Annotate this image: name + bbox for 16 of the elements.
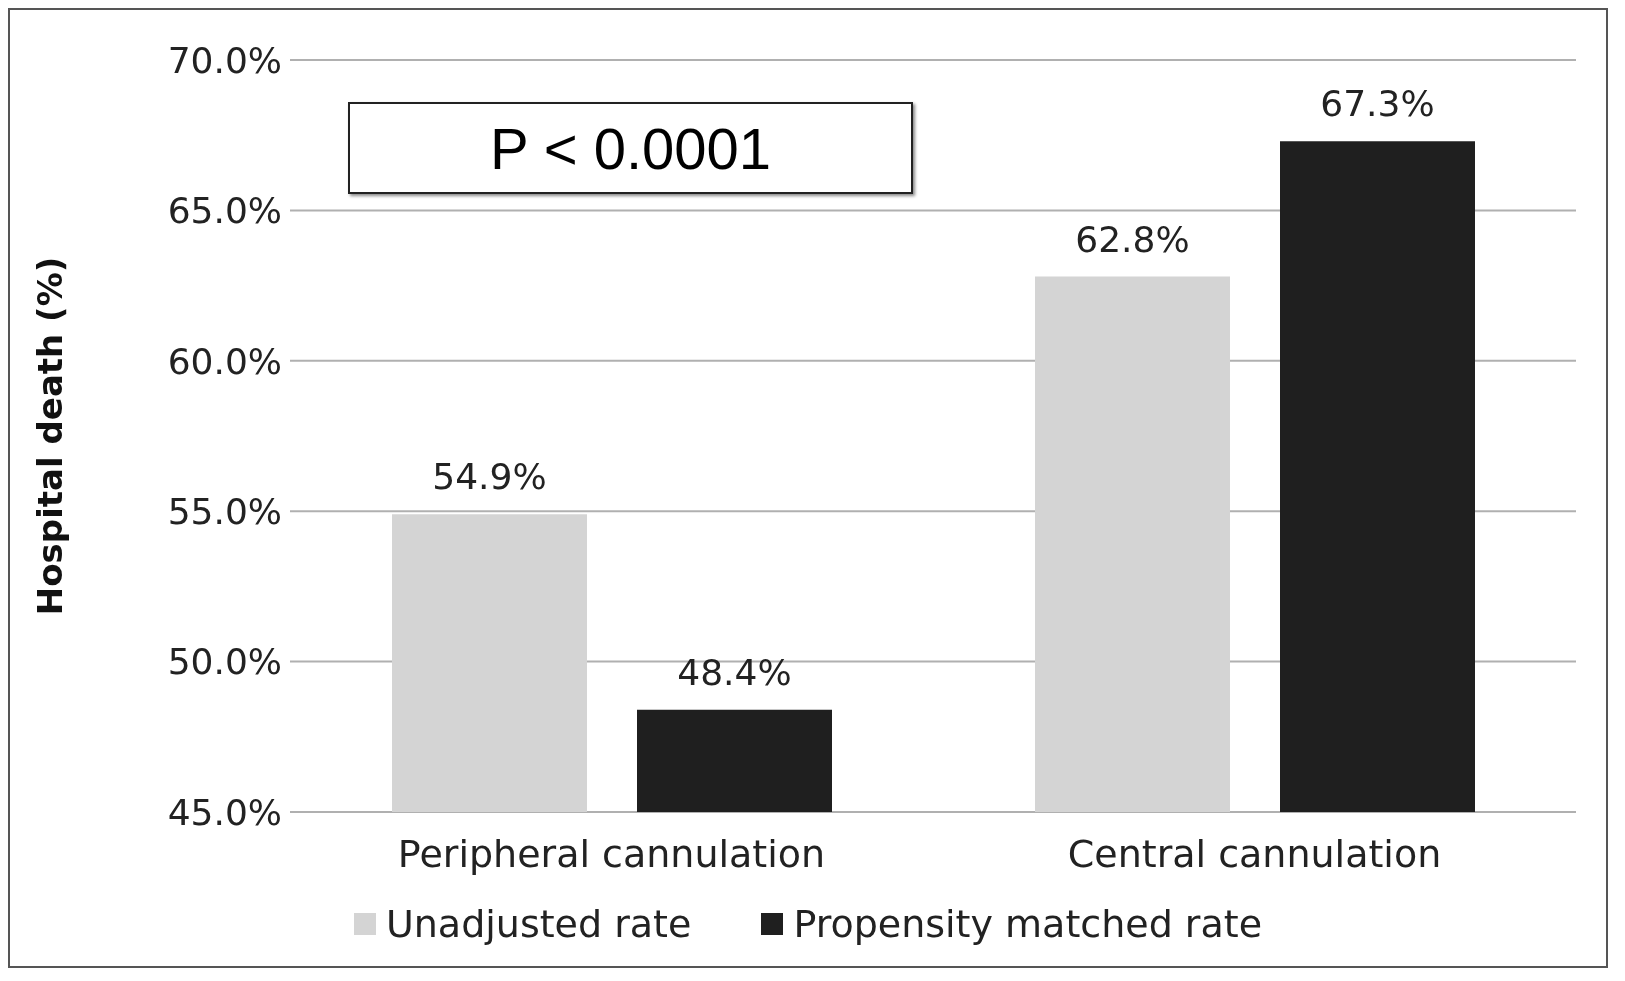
legend-label: Unadjusted rate [385,902,692,946]
y-tick-label: 45.0% [167,791,282,833]
x-tick-label: Central cannulation [1067,831,1442,876]
y-tick-label: 60.0% [167,340,282,382]
y-tick-label: 65.0% [167,190,282,232]
text-box: P < 0.0001 [348,102,913,194]
y-tick-label: 55.0% [167,490,282,532]
data-label: 48.4% [677,651,792,693]
legend-label: Propensity matched rate [793,902,1263,946]
data-label: 67.3% [1320,83,1435,125]
data-label: 54.9% [432,456,547,498]
x-tick-label: Peripheral cannulation [397,831,826,876]
y-tick-label: 50.0% [167,641,282,683]
y-axis-title: Hospital death (%) [30,256,71,616]
y-tick-label: 70.0% [167,39,282,81]
data-label: 62.8% [1075,218,1190,260]
